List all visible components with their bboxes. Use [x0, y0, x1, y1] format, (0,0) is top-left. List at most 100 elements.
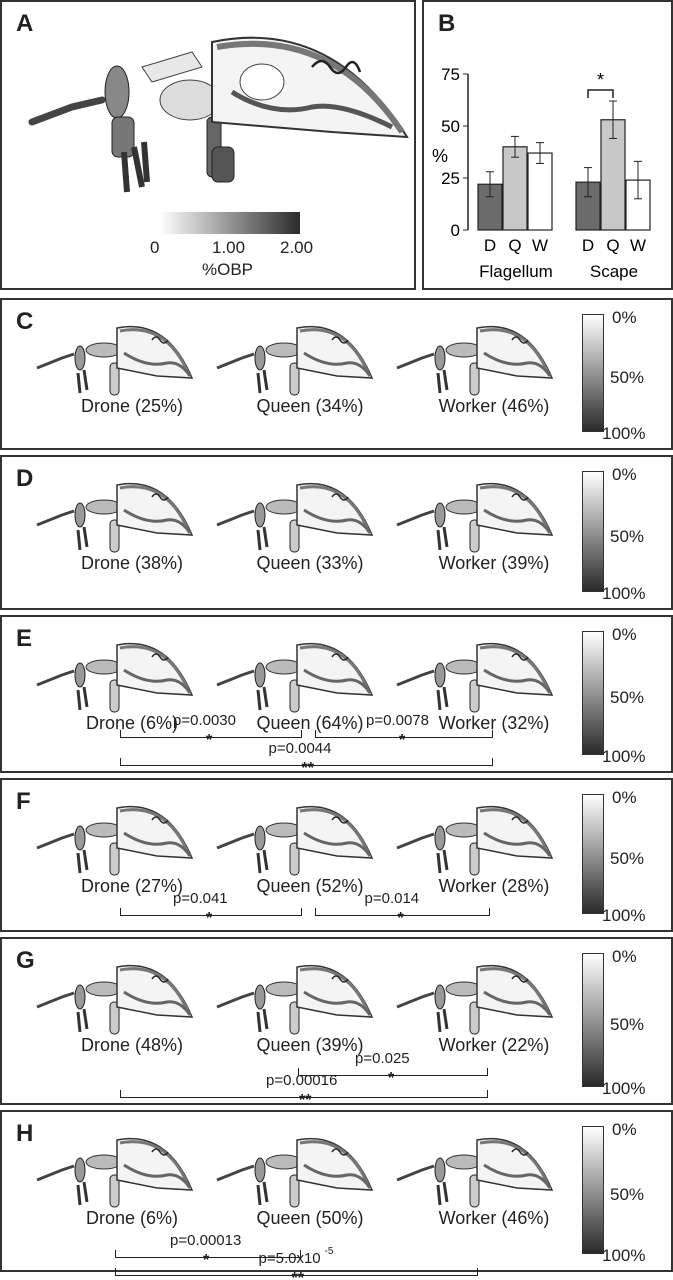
caption-drone: Drone (38%)	[80, 553, 184, 573]
bee-diagram	[396, 964, 554, 1035]
caption-worker: Worker (32%)	[438, 713, 550, 733]
caption-worker: Worker (39%)	[438, 553, 550, 573]
panel-letter: B	[438, 10, 456, 37]
caption-drone: Drone (6%)	[85, 1208, 179, 1228]
panel-letter: D	[16, 465, 34, 492]
caption-queen: Queen (50%)	[256, 1208, 364, 1228]
p-value-label: p=0.0044	[268, 740, 332, 757]
scale-bottom-label: 100%	[602, 906, 646, 925]
scale-bottom-label: 100%	[602, 1246, 646, 1265]
panel-b: B % 0 25 50 75 D Q W Flagellum D Q W Scape *	[422, 0, 673, 290]
scale-mid-label: 50%	[610, 1185, 645, 1204]
caption-queen: Queen (33%)	[256, 553, 364, 573]
significance-stars: **	[291, 1270, 304, 1280]
significance-stars: *	[388, 1070, 395, 1087]
comparison-bracket	[120, 730, 302, 738]
comparison-bracket	[120, 758, 493, 766]
p-value-label: p=0.041	[173, 890, 228, 907]
colorbar	[160, 212, 300, 234]
scale-top-label: 0%	[612, 1120, 637, 1139]
bee-diagram	[396, 805, 554, 876]
bee-diagram	[216, 642, 374, 713]
abdomen-shell	[216, 40, 405, 134]
p-value-exponent: -5	[324, 1246, 334, 1257]
comparison-bracket	[115, 1268, 478, 1276]
panel-f: F Drone (27%) Queen (52%) Worker (28%) 0% 50%…	[0, 778, 673, 932]
caption-queen: Queen (52%)	[256, 876, 364, 896]
caption-drone: Drone (25%)	[80, 396, 184, 416]
panel-h: H Drone (6%) Queen (50%) Worker (46%) 0% 50% 1…	[0, 1110, 673, 1272]
scale-top-label: 0%	[612, 465, 637, 484]
colorbar-min-label: 0	[150, 238, 160, 257]
significance-star: *	[597, 70, 604, 90]
legs-front	[121, 141, 150, 193]
significance-bracket	[587, 89, 614, 98]
bar-flagellum-q	[502, 146, 528, 231]
significance-stars: **	[299, 1092, 312, 1109]
scale-top-label: 0%	[612, 788, 637, 807]
comparison-bracket	[315, 908, 490, 916]
scale-bar	[582, 471, 604, 592]
bee-diagram	[36, 482, 194, 553]
scale-top-label: 0%	[612, 625, 637, 644]
bee-diagram	[216, 482, 374, 553]
comparison-bracket	[115, 1250, 301, 1258]
bar-flagellum-d	[477, 183, 503, 231]
organ-crop	[239, 63, 285, 101]
scale-mid-label: 50%	[610, 526, 645, 546]
p-value-label: p=0.014	[364, 890, 420, 907]
panel-c: C Drone (25%) Queen (34%) Worker (46%) 0% 50%…	[0, 298, 673, 450]
panel-d: D Drone (38%) Queen (33%) Worker (39%) 0% 50%…	[0, 455, 673, 610]
panel-letter: G	[16, 947, 35, 974]
scale-mid-label: 50%	[610, 849, 645, 868]
bee-diagram	[36, 642, 194, 713]
p-value-label: p=0.0078	[366, 712, 429, 729]
caption-worker: Worker (46%)	[438, 396, 550, 416]
panel-letter: F	[16, 788, 31, 815]
scale-bar	[582, 953, 604, 1087]
caption-queen: Queen (34%)	[256, 396, 364, 416]
y-tick-label: 25	[441, 169, 460, 188]
scale-bottom-label: 100%	[602, 747, 646, 766]
bee-diagram-large	[28, 36, 409, 193]
panel-a: A 0 1.00 2.00 %OBP	[0, 0, 416, 290]
antenna	[28, 96, 106, 126]
comparison-bracket	[120, 1090, 488, 1098]
p-value-label: p=0.025	[355, 1050, 410, 1067]
significance-stars: *	[206, 732, 213, 749]
caption-drone: Drone (6%)	[85, 713, 179, 733]
caption-worker: Worker (22%)	[438, 1035, 550, 1055]
bee-diagram	[216, 805, 374, 876]
p-value-exponent-wrap: -5	[325, 1246, 334, 1264]
p-value-label: p=0.0030	[173, 712, 236, 729]
caption-worker: Worker (46%)	[438, 1208, 550, 1228]
colorbar-max-label: 2.00	[280, 238, 314, 257]
leg-hind	[211, 146, 235, 183]
x-category-label: W	[532, 236, 548, 255]
mouthparts	[111, 116, 135, 158]
significance-stars: *	[203, 1252, 210, 1269]
panel-g: G Drone (48%) Queen (39%) Worker (22%) 0% 50%…	[0, 937, 673, 1105]
x-category-label: D	[484, 236, 496, 255]
comparison-bracket	[120, 908, 302, 916]
scale-mid-label: 50%	[610, 368, 645, 387]
bee-diagram	[396, 325, 554, 396]
significance-stars: **	[301, 760, 314, 777]
panel-letter: A	[16, 10, 34, 37]
scale-bar	[582, 1126, 604, 1254]
gut	[230, 89, 394, 130]
bee-diagram	[396, 1137, 554, 1208]
panel-letter: E	[16, 625, 33, 652]
scale-bar	[582, 631, 604, 755]
p-value-label: p=5.0x10	[258, 1250, 321, 1267]
caption-queen: Queen (64%)	[256, 713, 364, 733]
comparison-bracket	[315, 730, 493, 738]
panel-letter: C	[16, 308, 34, 335]
scale-mid-label: 50%	[610, 688, 645, 707]
bee-diagram	[36, 1137, 194, 1208]
bee-diagram	[216, 1137, 374, 1208]
colorbar-mid-label: 1.00	[212, 238, 246, 257]
scale-bar	[582, 314, 604, 432]
caption-drone: Drone (48%)	[80, 1035, 184, 1055]
